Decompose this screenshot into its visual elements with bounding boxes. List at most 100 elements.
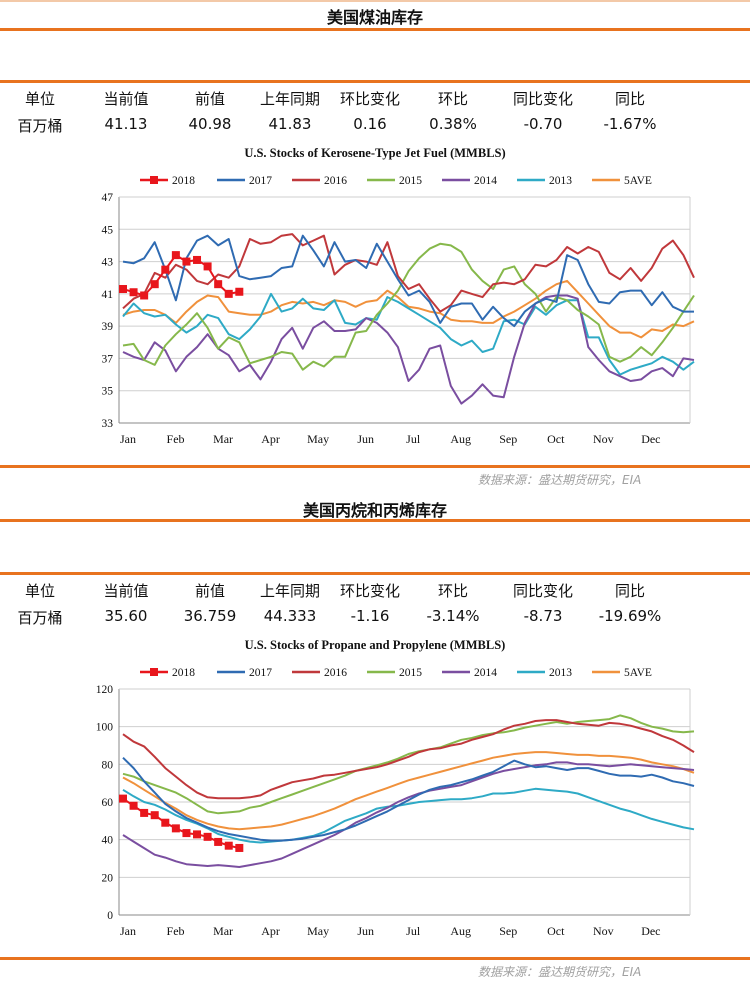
x-tick-label: Jan — [120, 924, 136, 938]
x-tick-label: Mar — [213, 432, 233, 446]
data-point-2018 — [119, 794, 127, 803]
propane-chart: U.S. Stocks of Propane and Propylene (MM… — [96, 638, 695, 938]
stat-header: 环比变化 — [339, 582, 400, 600]
x-tick-label: Jul — [406, 432, 421, 446]
data-point-2018 — [235, 843, 244, 852]
stat-value: -8.73 — [523, 607, 563, 625]
x-tick-label: Aug — [450, 924, 471, 938]
data-point-2018 — [140, 291, 149, 300]
legend-label: 5AVE — [624, 667, 652, 679]
legend-label: 2016 — [324, 667, 347, 679]
top-divider — [0, 0, 750, 2]
stat-header: 单位 — [24, 582, 55, 600]
y-tick-label: 33 — [102, 418, 114, 430]
x-tick-label: Nov — [593, 432, 614, 446]
stat-header: 上年同期 — [259, 582, 320, 600]
x-tick-label: Jul — [406, 924, 421, 938]
x-tick-label: Jun — [357, 432, 374, 446]
data-point-2018 — [193, 255, 202, 264]
x-tick-label: Oct — [547, 432, 565, 446]
chart-title: U.S. Stocks of Propane and Propylene (MM… — [245, 638, 506, 652]
data-point-2018 — [150, 811, 159, 820]
stat-header: 前值 — [194, 90, 225, 108]
x-tick-label: Nov — [593, 924, 614, 938]
stat-header: 当前值 — [103, 582, 149, 600]
series-line-2013 — [122, 292, 695, 376]
section-divider — [0, 28, 750, 31]
legend-label: 2015 — [399, 667, 422, 679]
y-tick-label: 35 — [102, 386, 114, 398]
data-point-2018 — [182, 257, 191, 266]
legend-label: 2015 — [399, 175, 422, 187]
source-note: 数据来源：盛达期货研究，EIA — [478, 965, 642, 979]
series-line-2013 — [122, 787, 695, 844]
data-point-2018 — [235, 287, 244, 296]
data-point-2018 — [129, 801, 138, 810]
data-point-2018 — [171, 824, 180, 833]
section-divider — [0, 80, 750, 83]
legend-label: 2014 — [474, 667, 497, 679]
y-tick-label: 41 — [102, 289, 114, 301]
data-point-2018 — [193, 830, 202, 839]
stat-header: 环比 — [437, 582, 468, 600]
stat-value: 0.38% — [429, 115, 477, 133]
stat-value: 百万桶 — [17, 609, 63, 627]
stat-value: 40.98 — [188, 115, 232, 133]
section-title-kerosene: 美国煤油库存 — [326, 8, 423, 27]
x-tick-label: Dec — [641, 432, 660, 446]
data-point-2018 — [161, 818, 170, 827]
chart-title: U.S. Stocks of Kerosene-Type Jet Fuel (M… — [244, 146, 505, 160]
data-point-2018 — [119, 285, 127, 294]
legend-label: 2017 — [249, 667, 272, 679]
legend-label: 2013 — [549, 667, 572, 679]
legend-label: 2017 — [249, 175, 272, 187]
legend-marker — [150, 668, 158, 676]
data-point-2018 — [224, 289, 233, 298]
stat-value: 百万桶 — [17, 117, 63, 135]
x-tick-label: Dec — [641, 924, 660, 938]
stat-header: 单位 — [24, 90, 55, 108]
x-tick-label: Sep — [499, 432, 517, 446]
x-tick-label: Sep — [499, 924, 517, 938]
x-tick-label: May — [307, 924, 329, 938]
section-divider — [0, 465, 750, 468]
data-point-2018 — [214, 280, 223, 289]
x-tick-label: Jun — [357, 924, 374, 938]
y-tick-label: 60 — [102, 797, 114, 809]
legend-label: 2018 — [172, 175, 195, 187]
data-point-2018 — [182, 829, 191, 838]
x-tick-label: Mar — [213, 924, 233, 938]
data-point-2018 — [203, 832, 212, 841]
x-tick-label: Oct — [547, 924, 565, 938]
data-point-2018 — [129, 288, 138, 297]
stat-value: -1.16 — [350, 607, 390, 625]
stat-header: 上年同期 — [259, 90, 320, 108]
section-divider — [0, 519, 750, 522]
y-tick-label: 37 — [102, 353, 114, 365]
stat-value: 0.16 — [353, 115, 387, 133]
stat-value: 35.60 — [104, 607, 148, 625]
series-line-2014 — [122, 761, 695, 868]
x-tick-label: Aug — [450, 432, 471, 446]
data-point-2018 — [150, 280, 159, 289]
stat-header: 同比 — [614, 90, 645, 108]
x-tick-label: Feb — [167, 432, 185, 446]
stat-header: 前值 — [194, 582, 225, 600]
series-line-2017 — [122, 234, 694, 328]
x-tick-label: Jan — [120, 432, 136, 446]
x-tick-label: Apr — [261, 432, 280, 446]
stat-header: 同比变化 — [512, 582, 573, 600]
legend-label: 2016 — [324, 175, 347, 187]
x-tick-label: May — [307, 432, 329, 446]
legend-label: 2014 — [474, 175, 497, 187]
stat-header: 环比变化 — [339, 90, 400, 108]
series-line-2015 — [122, 714, 695, 815]
stat-value: -1.67% — [603, 115, 657, 133]
legend-label: 2013 — [549, 175, 572, 187]
stat-value: -19.69% — [598, 607, 662, 625]
section-divider — [0, 572, 750, 575]
series-line-2016 — [122, 233, 695, 313]
y-tick-label: 0 — [107, 910, 113, 922]
series-line-5AVE — [122, 751, 695, 831]
stat-header: 环比 — [437, 90, 468, 108]
